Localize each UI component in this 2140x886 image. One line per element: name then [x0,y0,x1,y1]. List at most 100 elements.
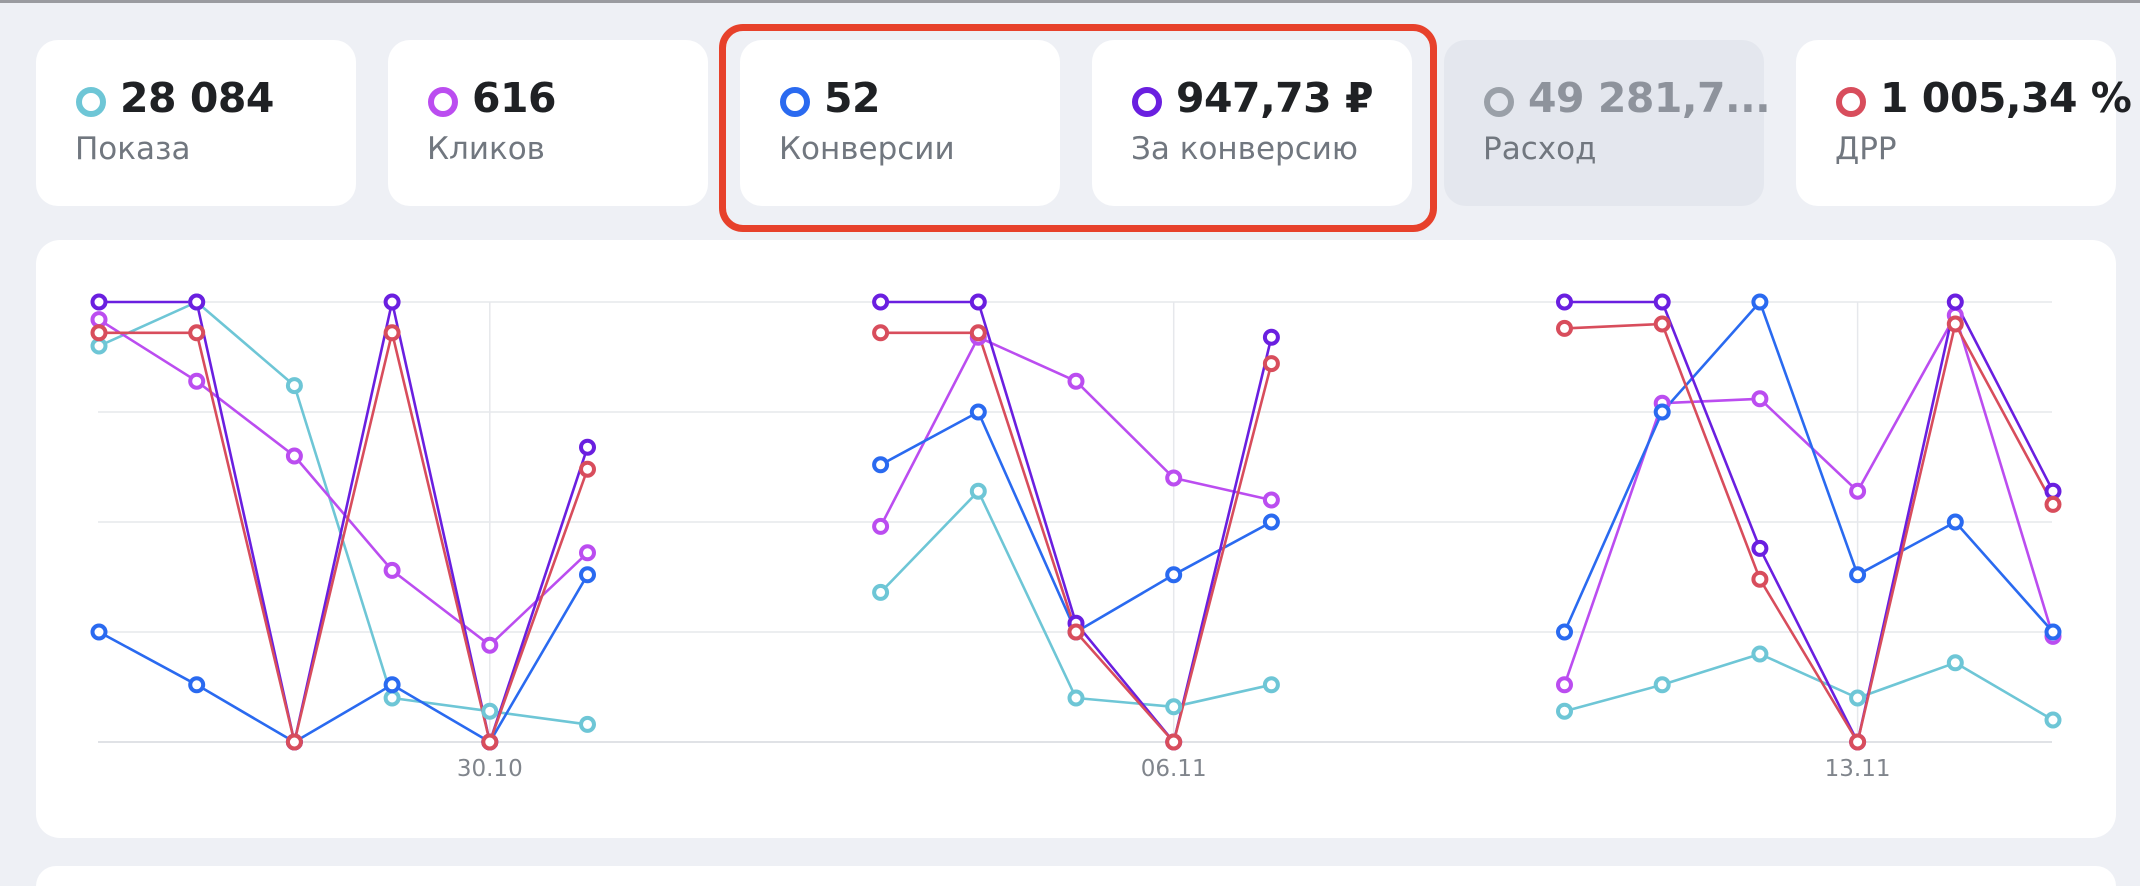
data-point-impressions [1849,689,1867,707]
metric-value: 52 [824,74,881,122]
data-point-clicks [1165,469,1183,487]
metric-value: 28 084 [120,74,274,122]
data-point-drr [1751,570,1769,588]
data-point-conversions [1556,623,1573,641]
metric-value: 49 281,7... [1528,74,1771,122]
data-point-drr [1946,315,1964,333]
data-point-clicks [1849,482,1867,500]
data-point-clicks [383,561,401,579]
data-point-clicks [1067,372,1085,390]
spend-series-icon [1484,87,1514,117]
drr-series-icon [1836,87,1866,117]
data-point-conversions [579,566,596,584]
data-point-impressions [2044,711,2062,729]
data-point-drr [1556,319,1573,337]
data-point-impressions [285,377,303,395]
data-point-drr [481,733,499,751]
series-line-conversions [1563,300,2054,633]
series-line-clicks [98,318,589,647]
data-point-cost-per-conversion [383,293,401,311]
data-point-conversions [1165,566,1183,584]
impressions-series-icon [76,87,106,117]
data-point-drr [1262,355,1280,373]
conversions-series-icon [780,87,810,117]
series-line-impressions [1564,652,2054,722]
metric-card-impressions[interactable]: 28 084 Показа [36,40,356,206]
data-point-impressions [579,715,596,733]
chart-grid [98,301,2052,743]
data-point-drr [1653,315,1671,333]
data-point-impressions [872,583,890,601]
metric-card-spend[interactable]: 49 281,7... Расход [1444,40,1771,206]
data-point-clicks [1556,676,1573,694]
data-point-impressions [969,482,987,500]
chart-panel: 30.10 06.11 13.11 [36,240,2116,838]
data-point-clicks [481,636,499,654]
metric-cards: 28 084 Показа 616 Кликов 52 Конверсии 94… [0,0,2140,232]
series-line-drr [880,331,1273,744]
metric-value: 947,73 ₽ [1176,74,1374,122]
data-point-clicks [579,544,596,562]
data-point-clicks [1262,491,1280,509]
metric-label: Кликов [427,131,545,167]
data-point-drr [1067,623,1085,641]
data-point-conversions [1653,403,1671,421]
next-panel-edge [36,866,2116,886]
data-point-drr [90,324,108,342]
data-point-clicks [872,517,890,535]
metric-value: 616 [472,74,557,122]
metric-label: За конверсию [1131,131,1358,167]
data-point-impressions [481,702,499,720]
data-point-drr [188,324,206,342]
chart-series-points [90,293,2062,751]
x-tick-label: 06.11 [1141,756,1207,782]
data-point-cost-per-conversion [579,438,596,456]
data-point-impressions [90,337,108,355]
data-point-impressions [1262,676,1280,694]
data-point-conversions [90,623,108,641]
data-point-cost-per-conversion [1653,293,1671,311]
metric-label: Расход [1483,131,1597,167]
metric-card-clicks[interactable]: 616 Кликов [388,40,708,206]
data-point-drr [969,324,987,342]
data-point-cost-per-conversion [188,293,206,311]
data-point-clicks [188,372,206,390]
metric-card-drr[interactable]: 1 005,34 % ДРР [1796,40,2132,206]
line-chart[interactable]: 30.10 06.11 13.11 [36,240,2116,838]
data-point-clicks [1751,390,1769,408]
data-point-cost-per-conversion [1751,539,1769,557]
data-point-impressions [1653,676,1671,694]
series-line-impressions [879,489,1272,709]
data-point-conversions [969,403,987,421]
data-point-drr [285,733,303,751]
metric-value: 1 005,34 % [1880,74,2132,122]
data-point-clicks [90,311,108,329]
metric-card-conversions[interactable]: 52 Конверсии [740,40,1060,206]
data-point-cost-per-conversion [2044,482,2062,500]
data-point-impressions [1165,698,1183,716]
data-point-cost-per-conversion [1946,293,1964,311]
data-point-impressions [1556,702,1573,720]
data-point-drr [872,324,890,342]
data-point-impressions [383,689,401,707]
data-point-impressions [1946,654,1964,672]
top-divider [0,0,2140,3]
clicks-series-icon [428,87,458,117]
data-point-drr [579,460,596,478]
data-point-cost-per-conversion [90,293,108,311]
data-point-conversions [1751,293,1769,311]
data-point-conversions [1849,566,1867,584]
data-point-impressions [1067,689,1085,707]
data-point-conversions [1262,513,1280,531]
data-point-drr [383,324,401,342]
series-line-drr [1564,322,2055,744]
series-line-conversions [98,574,589,744]
data-point-conversions [872,456,890,474]
data-point-conversions [383,676,401,694]
metric-label: Конверсии [779,131,955,167]
series-line-cost-per-conversion [1564,300,2055,744]
chart-x-ticks: 30.10 06.11 13.11 [457,756,1891,782]
metric-card-cost-per-conversion[interactable]: 947,73 ₽ За конверсию [1092,40,1412,206]
data-point-conversions [188,676,206,694]
data-point-clicks [285,447,303,465]
